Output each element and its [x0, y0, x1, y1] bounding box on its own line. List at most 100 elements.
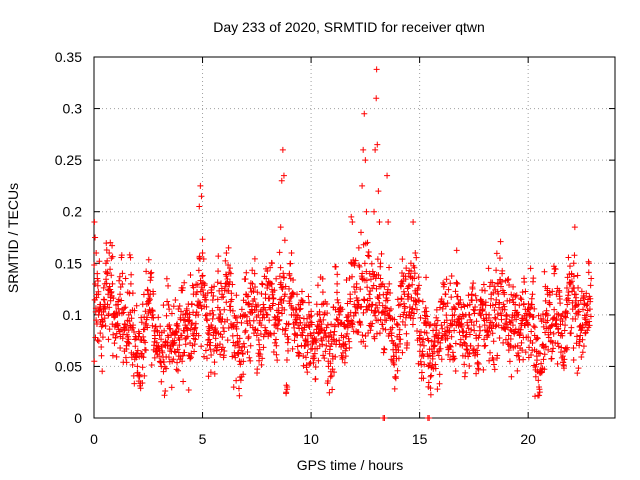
data-point — [233, 292, 240, 299]
data-point — [192, 324, 199, 331]
data-point — [245, 333, 252, 340]
data-point — [225, 244, 232, 251]
data-point — [227, 303, 234, 310]
data-point — [581, 312, 588, 319]
data-point — [387, 305, 394, 312]
data-point — [323, 342, 330, 349]
data-point — [299, 329, 306, 336]
data-point — [113, 321, 120, 328]
data-point — [461, 303, 468, 310]
data-point — [319, 289, 326, 296]
data-point — [206, 331, 213, 338]
data-point — [150, 314, 157, 321]
data-point — [393, 320, 400, 327]
data-point — [302, 342, 309, 349]
data-point — [271, 330, 278, 337]
data-point — [488, 295, 495, 302]
data-point — [138, 319, 145, 326]
data-point — [190, 291, 197, 298]
data-point — [403, 330, 410, 337]
data-point — [327, 329, 334, 336]
data-point — [364, 284, 371, 291]
data-point — [333, 316, 340, 323]
data-point — [381, 346, 388, 353]
data-point — [158, 336, 165, 343]
data-point — [204, 290, 211, 297]
data-point — [159, 349, 166, 356]
data-point — [517, 326, 524, 333]
data-point — [333, 337, 340, 344]
data-point — [533, 361, 540, 368]
data-point — [277, 279, 284, 286]
data-point — [194, 281, 201, 288]
data-point — [305, 299, 312, 306]
data-point — [204, 317, 211, 324]
data-point — [93, 249, 100, 256]
data-point — [491, 283, 498, 290]
data-point — [502, 320, 509, 327]
data-point — [543, 307, 550, 314]
data-point — [576, 342, 583, 349]
data-point — [161, 392, 168, 399]
data-point — [277, 224, 284, 231]
data-point — [579, 336, 586, 343]
data-point — [170, 303, 177, 310]
y-tick-label: 0.1 — [63, 307, 83, 323]
data-point — [223, 299, 230, 306]
data-point — [221, 348, 228, 355]
data-point — [200, 279, 207, 286]
data-point — [570, 356, 577, 363]
data-point — [134, 363, 141, 370]
data-point — [492, 314, 499, 321]
data-point — [497, 238, 504, 245]
data-point — [196, 203, 203, 210]
data-point — [465, 311, 472, 318]
data-point — [503, 316, 510, 323]
data-point — [264, 268, 271, 275]
data-point — [442, 303, 449, 310]
data-point — [183, 334, 190, 341]
data-point — [468, 326, 475, 333]
data-point — [555, 329, 562, 336]
data-point — [530, 313, 537, 320]
data-point — [480, 366, 487, 373]
data-point — [199, 236, 206, 243]
data-point — [126, 340, 133, 347]
data-point — [106, 326, 113, 333]
data-point — [568, 278, 575, 285]
data-point — [142, 308, 149, 315]
data-point — [192, 320, 199, 327]
data-point — [334, 271, 341, 278]
data-point — [322, 348, 329, 355]
data-point — [480, 281, 487, 288]
data-point — [287, 295, 294, 302]
data-point — [506, 358, 513, 365]
data-point — [557, 321, 564, 328]
data-point — [107, 297, 114, 304]
data-point — [554, 340, 561, 347]
data-point — [307, 330, 314, 337]
data-point — [96, 258, 103, 265]
y-tick-label: 0.2 — [63, 204, 83, 220]
data-point — [386, 330, 393, 337]
data-point — [224, 316, 231, 323]
data-point — [163, 365, 170, 372]
data-point — [580, 292, 587, 299]
data-point — [327, 373, 334, 380]
data-point — [442, 328, 449, 335]
data-point — [481, 343, 488, 350]
data-point — [431, 337, 438, 344]
data-point — [427, 321, 434, 328]
data-point — [472, 304, 479, 311]
data-point — [184, 333, 191, 340]
data-point — [507, 343, 514, 350]
data-point — [331, 369, 338, 376]
data-point — [447, 343, 454, 350]
data-point — [291, 324, 298, 331]
data-point — [386, 280, 393, 287]
data-point — [380, 325, 387, 332]
data-point — [219, 344, 226, 351]
data-point — [335, 299, 342, 306]
data-point — [446, 342, 453, 349]
data-point — [364, 252, 371, 259]
